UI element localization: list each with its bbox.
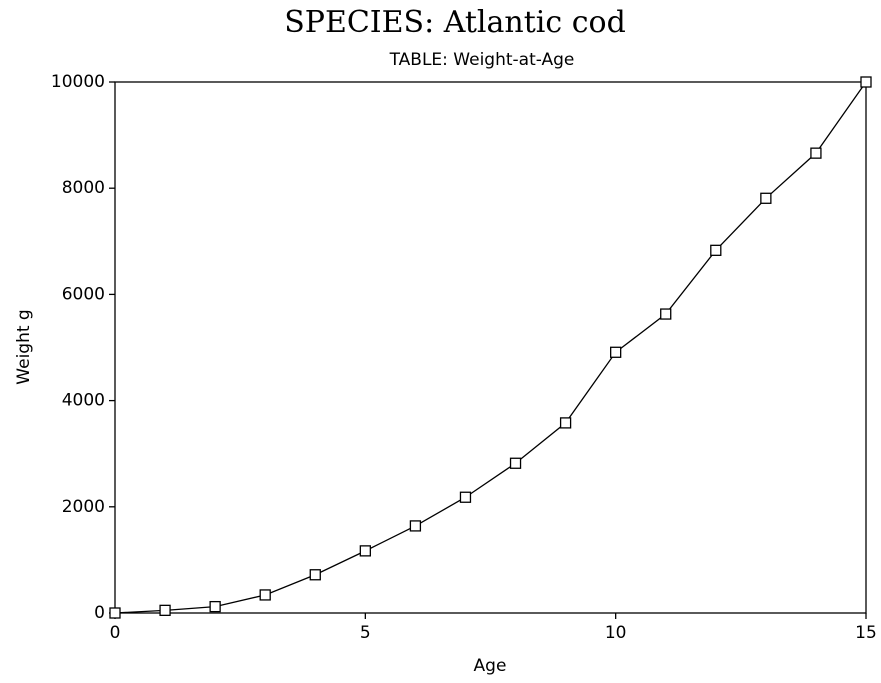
point-marker — [860, 76, 872, 88]
point-marker — [760, 192, 772, 204]
x-tick-label: 10 — [605, 623, 627, 643]
y-tick-label: 8000 — [62, 178, 105, 198]
y-tick-label: 0 — [94, 603, 105, 623]
point-marker — [660, 308, 672, 320]
x-tick-label: 5 — [360, 623, 371, 643]
point-marker — [209, 600, 221, 613]
point-marker — [359, 545, 371, 557]
chart-subtitle: TABLE: Weight-at-Age — [389, 50, 575, 70]
point-marker — [810, 147, 822, 159]
point-marker — [159, 604, 171, 616]
point-marker — [309, 569, 321, 581]
point-marker — [710, 244, 722, 256]
x-tick-label: 0 — [110, 623, 121, 643]
point-marker — [259, 589, 271, 601]
point-marker — [109, 607, 121, 619]
point-marker — [509, 457, 522, 469]
y-tick-label: 10000 — [51, 72, 105, 92]
line — [114, 81, 867, 614]
x-tick-label: 15 — [855, 623, 877, 643]
plot-frame — [114, 81, 867, 614]
y-tick-label: 4000 — [62, 391, 105, 411]
point-marker — [409, 520, 422, 532]
y-tick-label: 6000 — [62, 284, 105, 304]
y-tick-label: 2000 — [62, 497, 105, 517]
point-marker — [610, 346, 622, 358]
point-marker — [559, 417, 572, 429]
point-marker — [459, 491, 472, 503]
y-axis-label: Weight g — [14, 309, 34, 384]
x-axis-label: Age — [474, 656, 507, 676]
chart-title: SPECIES: Atlantic cod — [284, 5, 626, 40]
